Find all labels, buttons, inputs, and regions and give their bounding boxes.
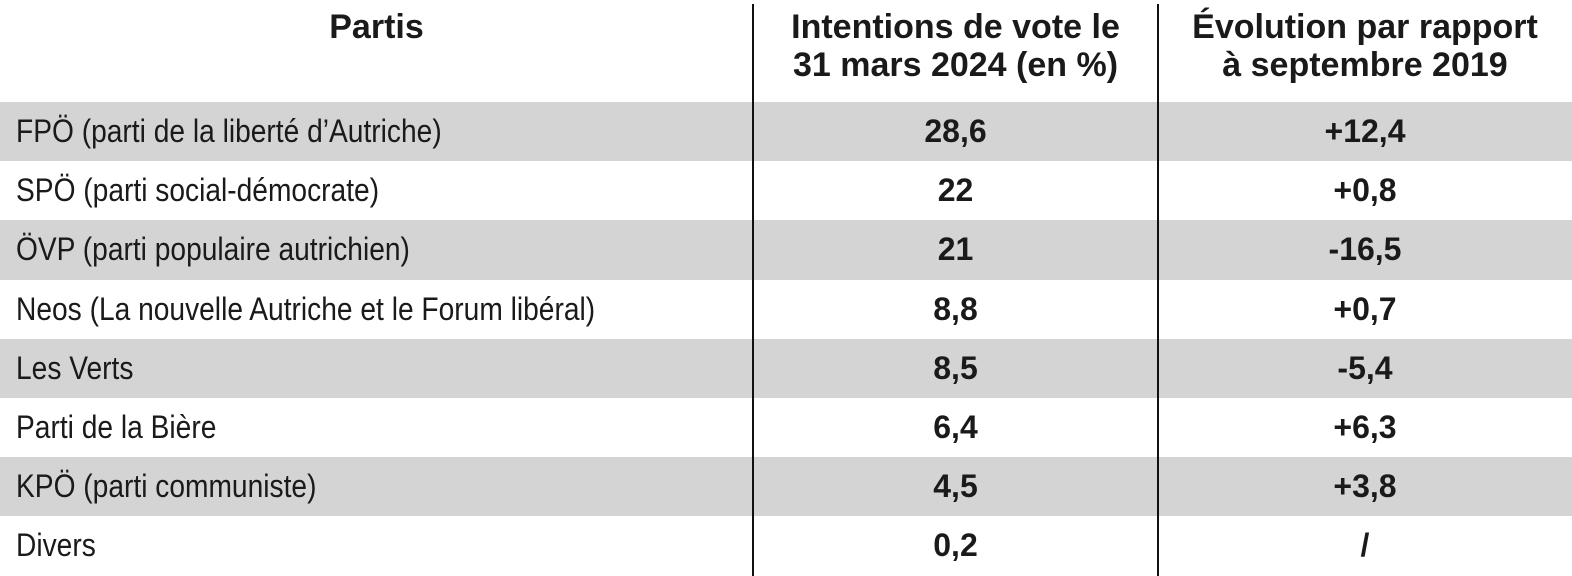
vote-cell: 22 [753,161,1158,220]
table-row: Divers 0,2 / [0,516,1572,575]
cell-text: KPÖ (parti communiste) [16,468,317,505]
cell-text: Neos (La nouvelle Autriche et le Forum l… [16,290,596,327]
party-cell: SPÖ (parti social-démocrate) [16,161,429,220]
table-row: Parti de la Bière 6,4 +6,3 [0,398,1572,457]
cell-text: +12,4 [1324,113,1406,150]
table-row: FPÖ (parti de la liberté d’Autriche) 28,6… [0,102,1572,162]
party-cell: Divers [16,516,107,575]
party-cell: Les Verts [16,339,149,398]
header-cell: Intentions de vote le 31 mars 2024 (en %) [753,8,1158,100]
header-line: à septembre 2019 [1222,46,1508,84]
cell-text: +3,8 [1333,468,1397,505]
column-divider [752,4,754,576]
header-line: Partis [329,8,424,46]
table-row: Les Verts 8,5 -5,4 [0,338,1572,398]
party-cell: FPÖ (parti de la liberté d’Autriche) [16,102,500,161]
header-line: 31 mars 2024 (en %) [792,46,1119,84]
change-cell: +3,8 [1158,457,1572,516]
cell-text: 4,5 [933,468,978,505]
vote-cell: 4,5 [753,457,1158,516]
party-cell: Neos (La nouvelle Autriche et le Forum l… [16,280,674,339]
table-row: ÖVP (parti populaire autrichien) 21 -16,5 [0,220,1572,280]
table-row: Neos (La nouvelle Autriche et le Forum l… [0,280,1572,339]
vote-cell: 21 [753,220,1158,279]
table-row: SPÖ (parti social-démocrate) 22 +0,8 [0,161,1572,220]
cell-text: 28,6 [924,113,987,150]
cell-text: +0,8 [1333,172,1397,209]
header-cell: Partis [0,8,753,100]
cell-text: / [1360,527,1370,564]
change-cell: +0,7 [1158,280,1572,339]
change-cell: +12,4 [1158,102,1572,161]
cell-text: SPÖ (parti social-démocrate) [16,172,380,209]
cell-text: 0,2 [933,527,978,564]
cell-text: Parti de la Bière [16,409,217,446]
column-divider [1157,4,1159,576]
change-cell: +6,3 [1158,398,1572,457]
vote-cell: 8,8 [753,280,1158,339]
vote-cell: 6,4 [753,398,1158,457]
cell-text: ÖVP (parti populaire autrichien) [16,231,410,268]
cell-text: +0,7 [1333,290,1397,327]
cell-text: -16,5 [1328,231,1402,268]
table-row: KPÖ (parti communiste) 4,5 +3,8 [0,457,1572,517]
vote-cell: 0,2 [753,516,1158,575]
party-cell: Parti de la Bière [16,398,244,457]
cell-text: +6,3 [1333,409,1397,446]
header-cell: Évolution par rapport à septembre 2019 [1158,8,1572,100]
cell-text: 8,5 [933,349,978,386]
cell-text: 21 [937,231,974,268]
vote-cell: 28,6 [753,102,1158,161]
cell-text: 22 [937,172,974,209]
change-cell: -16,5 [1158,220,1572,279]
change-cell: +0,8 [1158,161,1572,220]
party-cell: KPÖ (parti communiste) [16,457,357,516]
change-cell: -5,4 [1158,339,1572,398]
cell-text: -5,4 [1337,349,1393,386]
header-line: Évolution par rapport [1192,8,1538,46]
cell-text: 8,8 [933,290,978,327]
cell-text: Divers [16,527,96,564]
cell-text: FPÖ (parti de la liberté d’Autriche) [16,113,442,150]
party-cell: ÖVP (parti populaire autrichien) [16,220,464,279]
header-line: Intentions de vote le [791,8,1120,46]
cell-text: 6,4 [933,409,978,446]
vote-cell: 8,5 [753,339,1158,398]
change-cell: / [1158,516,1572,575]
cell-text: Les Verts [16,349,134,386]
